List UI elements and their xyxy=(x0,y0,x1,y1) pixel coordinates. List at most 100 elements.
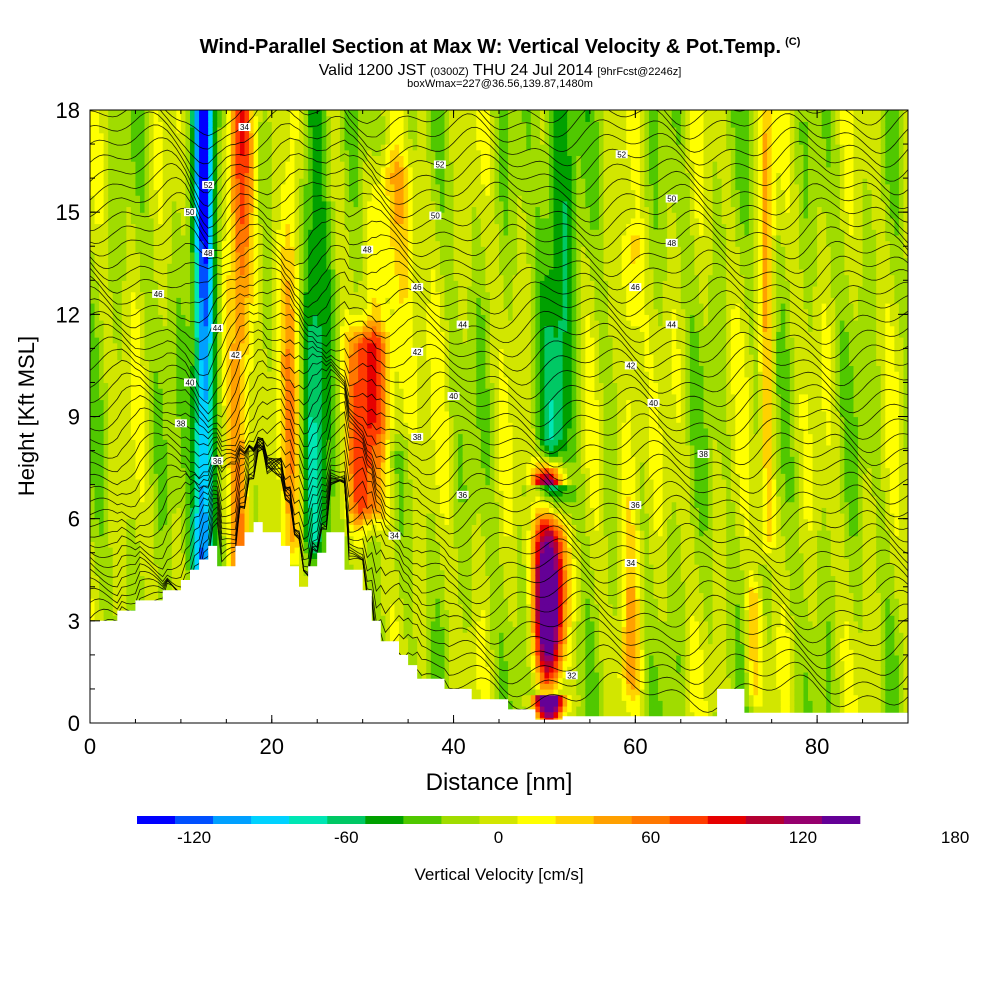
field-cell xyxy=(126,382,132,389)
field-cell xyxy=(130,280,137,287)
field-cell xyxy=(90,376,96,384)
field-cell xyxy=(126,217,132,225)
field-cell xyxy=(126,393,132,401)
field-cell xyxy=(244,308,250,315)
field-cell xyxy=(167,308,173,315)
field-cell xyxy=(130,348,137,355)
field-cell xyxy=(135,547,141,554)
field-cell xyxy=(185,416,191,423)
field-cell xyxy=(294,302,300,310)
field-cell xyxy=(130,467,137,474)
field-cell xyxy=(112,592,118,599)
field-cell xyxy=(121,189,127,196)
field-cell xyxy=(226,490,232,497)
field-cell xyxy=(176,115,182,122)
field-cell xyxy=(294,530,300,537)
field-cell xyxy=(253,388,259,395)
field-cell xyxy=(139,314,146,321)
field-cell xyxy=(244,274,250,281)
field-cell xyxy=(135,422,141,429)
field-cell xyxy=(280,348,287,355)
field-cell xyxy=(112,365,118,372)
field-cell xyxy=(130,416,137,423)
valid-date: THU 24 Jul 2014 xyxy=(472,62,593,79)
field-cell xyxy=(117,518,123,525)
field-cell xyxy=(244,110,250,117)
field-cell xyxy=(285,206,291,213)
field-cell xyxy=(289,530,296,537)
field-cell xyxy=(139,223,146,230)
field-cell xyxy=(185,365,191,372)
field-cell xyxy=(285,541,291,548)
field-cell xyxy=(221,121,227,128)
field-cell xyxy=(194,280,200,287)
field-cell xyxy=(158,200,164,208)
field-cell xyxy=(258,257,264,264)
field-cell xyxy=(130,342,137,349)
field-cell xyxy=(271,427,277,435)
field-cell xyxy=(167,359,173,367)
field-cell xyxy=(185,155,191,162)
field-cell xyxy=(203,439,209,446)
field-cell xyxy=(189,354,196,361)
field-cell xyxy=(203,308,209,315)
field-cell xyxy=(189,229,196,236)
field-cell xyxy=(176,195,182,202)
field-cell xyxy=(171,206,177,213)
field-cell xyxy=(135,450,141,457)
field-cell xyxy=(199,138,205,145)
field-cell xyxy=(199,535,205,542)
field-cell xyxy=(158,518,164,525)
field-cell xyxy=(276,507,282,514)
field-cell xyxy=(280,144,287,151)
field-cell xyxy=(189,490,196,497)
field-cell xyxy=(135,183,141,191)
field-cell xyxy=(158,144,164,151)
field-cell xyxy=(176,331,182,338)
field-cell xyxy=(103,342,109,349)
field-cell xyxy=(262,285,268,293)
field-cell xyxy=(253,217,259,225)
field-cell xyxy=(185,183,191,191)
field-cell xyxy=(90,320,96,327)
field-cell xyxy=(126,325,132,332)
field-cell xyxy=(171,354,177,361)
field-cell xyxy=(180,257,187,264)
field-cell xyxy=(239,501,246,508)
field-cell xyxy=(217,337,223,344)
field-cell xyxy=(103,183,109,191)
field-cell xyxy=(267,212,273,219)
field-cell xyxy=(126,155,132,162)
field-cell xyxy=(239,195,246,202)
field-cell xyxy=(108,263,114,270)
field-cell xyxy=(99,507,105,514)
field-cell xyxy=(180,518,187,525)
field-cell xyxy=(194,342,200,349)
field-cell xyxy=(208,138,214,145)
field-cell xyxy=(153,535,159,542)
field-cell xyxy=(117,547,123,554)
field-cell xyxy=(144,564,150,571)
field-cell xyxy=(158,416,164,423)
field-cell xyxy=(99,484,105,491)
field-cell xyxy=(212,183,218,191)
field-cell xyxy=(244,467,250,474)
field-cell xyxy=(189,268,196,276)
field-cell xyxy=(276,302,282,310)
field-cell xyxy=(217,405,223,412)
field-cell xyxy=(217,229,223,236)
field-cell xyxy=(121,416,127,423)
field-cell xyxy=(253,166,259,174)
field-cell xyxy=(126,473,132,480)
field-cell xyxy=(167,285,173,293)
field-cell xyxy=(249,382,255,389)
field-cell xyxy=(167,478,173,486)
field-cell xyxy=(176,166,182,174)
field-cell xyxy=(249,161,255,168)
field-cell xyxy=(244,422,250,429)
field-cell xyxy=(171,388,177,395)
field-cell xyxy=(139,439,146,446)
field-cell xyxy=(253,501,259,508)
field-cell xyxy=(162,490,168,497)
field-cell xyxy=(276,416,282,423)
